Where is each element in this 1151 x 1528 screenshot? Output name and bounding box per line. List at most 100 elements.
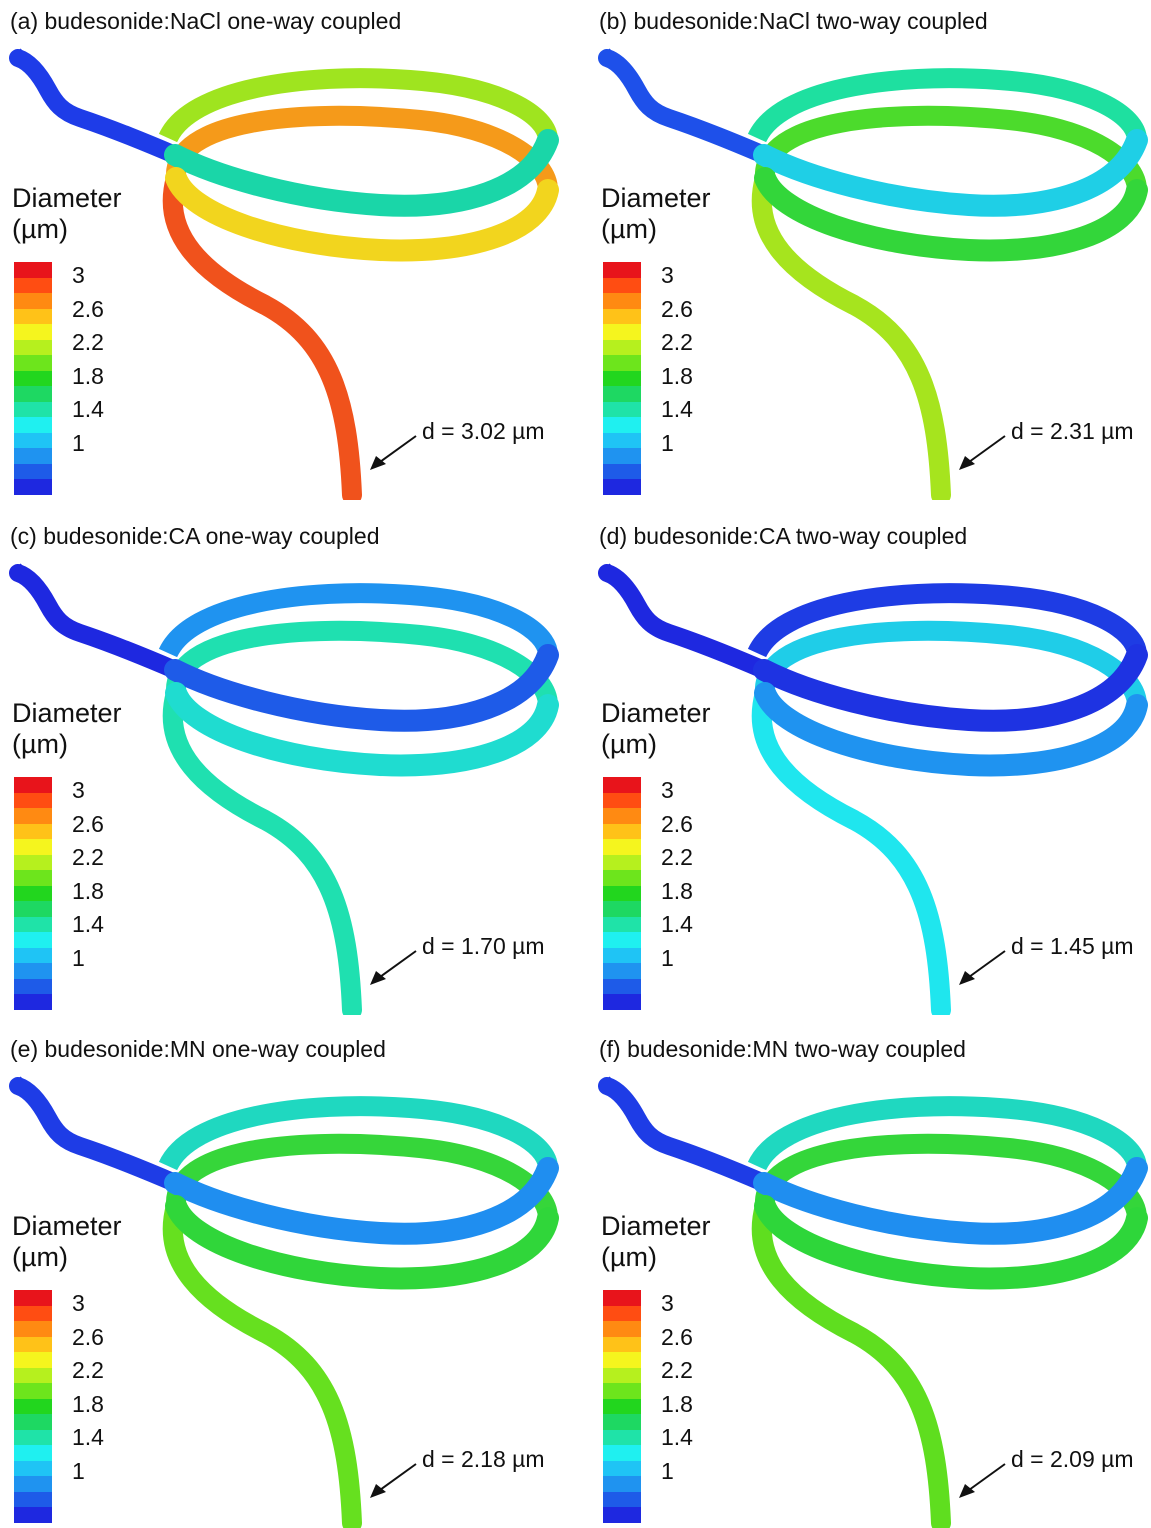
colorbar-swatch [603,355,641,371]
colorbar-swatch [603,792,641,808]
panel-e: (e) budesonide:MN one-way coupled Diamet… [0,1028,575,1528]
colorbar-swatch [14,1476,52,1492]
panel-title: (d) budesonide:CA two-way coupled [599,523,968,549]
colorbar-swatch [14,1367,52,1383]
colorbar-swatch [603,1429,641,1445]
colorbar-swatch [14,417,52,433]
colorbar-swatch [603,1460,641,1476]
colorbar-swatch [14,401,52,417]
colorbar-tick-label: 1.8 [661,362,693,389]
colorbar-swatch [14,978,52,994]
colorbar [14,777,52,1010]
colorbar-swatch [14,386,52,402]
outlet-trajectory [162,683,362,1015]
colorbar-swatch [603,479,641,495]
lower-loop-front-trajectory [754,167,1148,262]
colorbar [14,262,52,495]
colorbar-swatch [14,463,52,479]
particle-trajectories [9,563,559,1015]
colorbar-tick-label: 3 [72,777,85,803]
outlet-trajectory [751,168,951,500]
colorbar-tick-label: 2.6 [661,295,693,322]
colorbar-tick-label: 2.6 [661,1323,693,1350]
legend-title: Diameter (µm) [12,698,122,760]
colorbar-swatch [14,870,52,886]
colorbar-swatch [14,262,52,278]
colorbar-swatch [603,1383,641,1399]
colorbar-swatch [603,885,641,901]
colorbar-swatch [14,885,52,901]
colorbar-swatch [14,994,52,1010]
legend-title: Diameter (µm) [601,1211,711,1273]
colorbar-tick-label: 1 [661,944,674,971]
colorbar-tick-label: 3 [661,777,674,803]
colorbar-swatch [14,1414,52,1430]
colorbar-swatch [14,370,52,386]
legend-title: Diameter (µm) [12,1211,122,1273]
legend-title: Diameter (µm) [12,183,122,245]
colorbar-swatch [603,448,641,464]
colorbar [603,262,641,495]
annotation-arrow [959,1463,1006,1498]
colorbar-swatch [603,401,641,417]
colorbar-tick-label: 1 [72,429,85,456]
colorbar-swatch [14,1352,52,1368]
colorbar-tick-label: 1.4 [661,396,693,422]
colorbar-swatch [603,324,641,340]
colorbar-tick-label: 3 [72,1290,85,1316]
colorbar-swatch [603,854,641,870]
upper-loop-back-trajectory [158,68,558,143]
legend-title: Diameter (µm) [601,183,711,245]
upper-loop-front-trajectory [164,129,559,217]
outlet-diameter-annotation: d = 2.18 µm [422,1446,545,1472]
outlet-trajectory [162,168,362,500]
lower-loop-front-trajectory [754,682,1148,777]
outlet-diameter-annotation: d = 1.45 µm [1011,933,1134,959]
colorbar-tick-label: 2.6 [661,810,693,837]
legend-title-line2: (µm) [601,214,658,244]
colorbar-swatch [603,777,641,793]
annotation-arrow [370,950,417,985]
colorbar-swatch [14,1507,52,1523]
colorbar-tick-label: 2.6 [72,810,104,837]
legend-title-line1: Diameter [601,698,711,728]
particle-trajectories [598,48,1148,500]
colorbar-tick-label: 2.6 [72,1323,104,1350]
upper-loop-front-trajectory [753,1157,1148,1245]
panel-a: (a) budesonide:NaCl one-way coupled Diam… [0,0,575,500]
outlet-diameter-annotation: d = 2.09 µm [1011,1446,1134,1472]
lower-loop-front-trajectory [165,167,559,262]
colorbar-swatch [603,839,641,855]
colorbar-tick-label: 1.8 [72,1390,104,1417]
inlet-fibers [11,563,39,586]
upper-loop-front-trajectory [753,129,1148,217]
upper-loop-back-trajectory [747,68,1147,143]
outlet-trajectory [751,1196,951,1528]
legend-title-line1: Diameter [12,183,122,213]
colorbar-tick-label: 2.2 [72,844,104,870]
colorbar-swatch [14,1460,52,1476]
particle-trajectories [9,1076,559,1528]
upper-loop-front-trajectory [753,644,1148,732]
outlet-diameter-annotation: d = 3.02 µm [422,418,545,444]
upper-loop-front-trajectory [164,644,559,732]
inlet-trajectory [9,49,184,164]
colorbar-swatch [603,386,641,402]
colorbar-swatch [14,479,52,495]
annotation-arrow [370,1463,417,1498]
annotation-arrow [370,435,417,470]
colorbar-swatch [603,277,641,293]
colorbar-swatch [603,262,641,278]
colorbar-swatch [14,324,52,340]
inlet-trajectory [9,564,184,679]
colorbar-swatch [603,870,641,886]
colorbar-swatch [14,901,52,917]
legend-title: Diameter (µm) [601,698,711,760]
colorbar-swatch [603,1414,641,1430]
colorbar-swatch [603,293,641,309]
colorbar-swatch [14,293,52,309]
colorbar-swatch [14,1290,52,1306]
colorbar-swatch [603,1507,641,1523]
colorbar-swatch [14,1305,52,1321]
lower-loop-front-trajectory [165,682,559,777]
